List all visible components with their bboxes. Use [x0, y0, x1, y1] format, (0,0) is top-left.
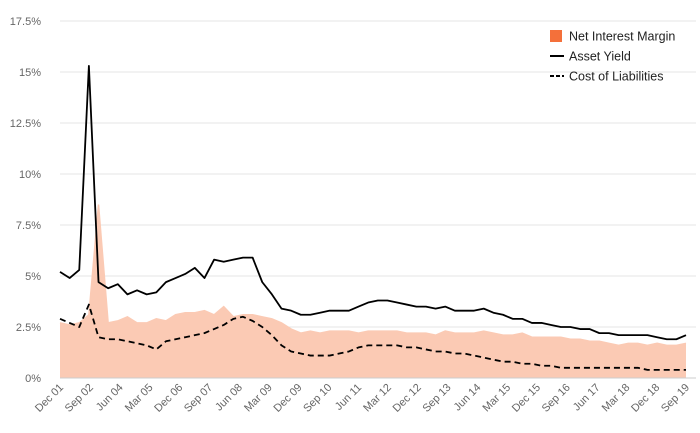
y-tick-label: 2.5%	[16, 322, 41, 334]
y-tick-label: 7.5%	[16, 220, 41, 232]
x-tick-label: Dec 06	[152, 382, 185, 415]
x-tick-label: Dec 15	[510, 382, 543, 415]
x-tick-label: Sep 19	[659, 382, 692, 415]
y-tick-label: 10%	[19, 169, 41, 181]
x-tick-label: Sep 02	[63, 382, 96, 415]
y-tick-label: 12.5%	[10, 118, 41, 130]
asset-yield-line	[59, 64, 687, 341]
x-tick-label: Sep 16	[540, 382, 573, 415]
x-tick-label: Jun 04	[94, 382, 126, 414]
legend-swatch-net-interest-margin	[550, 30, 562, 42]
x-tick-label: Sep 10	[301, 382, 334, 415]
net-interest-margin-area	[60, 204, 686, 378]
x-tick-label: Mar 18	[600, 382, 633, 415]
y-tick-label: 5%	[25, 271, 41, 283]
legend-label: Net Interest Margin	[569, 30, 675, 44]
x-tick-label: Jun 08	[213, 382, 245, 414]
x-tick-label: Mar 09	[242, 382, 275, 415]
line-layer	[59, 64, 687, 371]
y-tick-label: 17.5%	[10, 16, 41, 28]
legend-label: Asset Yield	[569, 50, 631, 64]
x-tick-label: Jun 17	[571, 382, 603, 414]
x-tick-label: Sep 07	[182, 382, 215, 415]
x-tick-label: Jun 11	[333, 382, 364, 413]
x-tick-label: Mar 15	[481, 382, 514, 415]
grid-layer	[60, 20, 696, 328]
y-tick-label: 0%	[25, 373, 41, 385]
y-tick-label: 15%	[19, 67, 41, 79]
x-tick-label: Mar 12	[361, 382, 394, 415]
x-tick-label: Sep 13	[420, 382, 453, 415]
x-tick-label: Dec 01	[33, 382, 66, 415]
x-tick-label: Jun 14	[452, 382, 484, 414]
x-tick-label: Dec 12	[391, 382, 424, 415]
legend: Net Interest Margin Asset Yield Cost of Li…	[550, 30, 675, 84]
area-layer	[59, 204, 687, 378]
legend-label: Cost of Liabilities	[569, 70, 664, 84]
x-tick-label: Mar 05	[123, 382, 156, 415]
net-interest-margin-line	[59, 204, 687, 347]
x-tick-label: Dec 09	[271, 382, 304, 415]
x-tick-label: Dec 18	[629, 382, 662, 415]
